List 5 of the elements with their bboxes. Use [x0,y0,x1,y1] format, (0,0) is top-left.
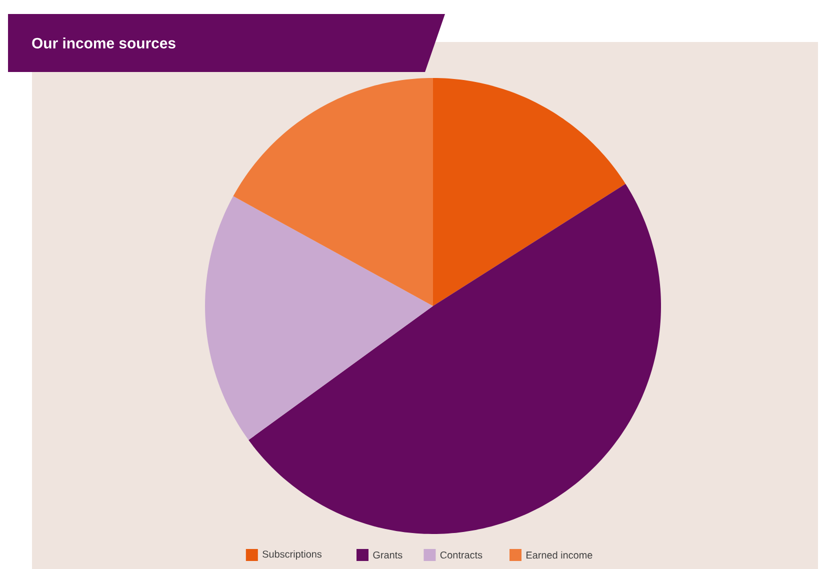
legend-label: Subscriptions [262,550,322,560]
chart-title: Our income sources [32,38,176,48]
legend-label: Earned income [526,551,592,559]
legend-label: Grants [373,551,402,559]
legend-label: Contracts [440,551,482,559]
